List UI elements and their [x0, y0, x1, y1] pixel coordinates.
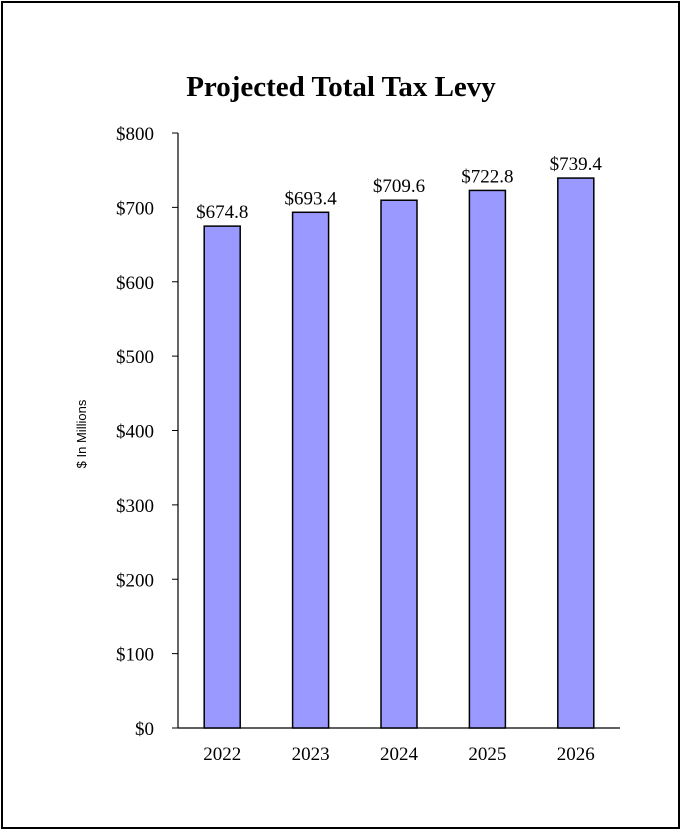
- x-tick-label: 2024: [380, 744, 419, 765]
- bars: $674.8 $693.4 $709.6 $722.8 $739.4: [196, 154, 603, 729]
- chart-title: Projected Total Tax Levy: [186, 71, 496, 103]
- y-tick-label: $200: [116, 570, 154, 591]
- x-axis: 2022 2023 2024 2025 2026: [178, 727, 620, 765]
- bar: [380, 199, 418, 729]
- y-axis: $0 $100 $200 $300 $400 $500 $600 $700 $800: [116, 124, 179, 740]
- bar: [291, 211, 330, 729]
- x-tick-label: 2023: [292, 744, 330, 765]
- y-tick-label: $300: [116, 496, 154, 517]
- bar-data-label: $722.8: [461, 166, 513, 187]
- y-axis-label: $ In Millions: [74, 399, 89, 468]
- bar-data-label: $739.4: [550, 154, 603, 175]
- bar: [468, 189, 507, 729]
- y-tick-label: $700: [116, 198, 154, 219]
- bar-data-label: $709.6: [373, 176, 425, 197]
- x-tick-label: 2025: [468, 744, 506, 765]
- bar-data-label: $693.4: [284, 188, 337, 209]
- y-tick-label: $600: [116, 273, 154, 294]
- x-tick-label: 2026: [557, 744, 595, 765]
- y-tick-label: $0: [135, 719, 154, 740]
- y-tick-label: $500: [116, 347, 154, 368]
- bar: [557, 177, 595, 729]
- bar: [203, 225, 241, 729]
- x-tick-label: 2022: [203, 744, 241, 765]
- y-tick-label: $100: [116, 645, 154, 666]
- bar-chart: Projected Total Tax Levy $ In Millions $…: [74, 71, 620, 765]
- bar-data-label: $674.8: [196, 202, 248, 223]
- y-tick-label: $400: [116, 422, 154, 443]
- y-tick-label: $800: [116, 124, 154, 145]
